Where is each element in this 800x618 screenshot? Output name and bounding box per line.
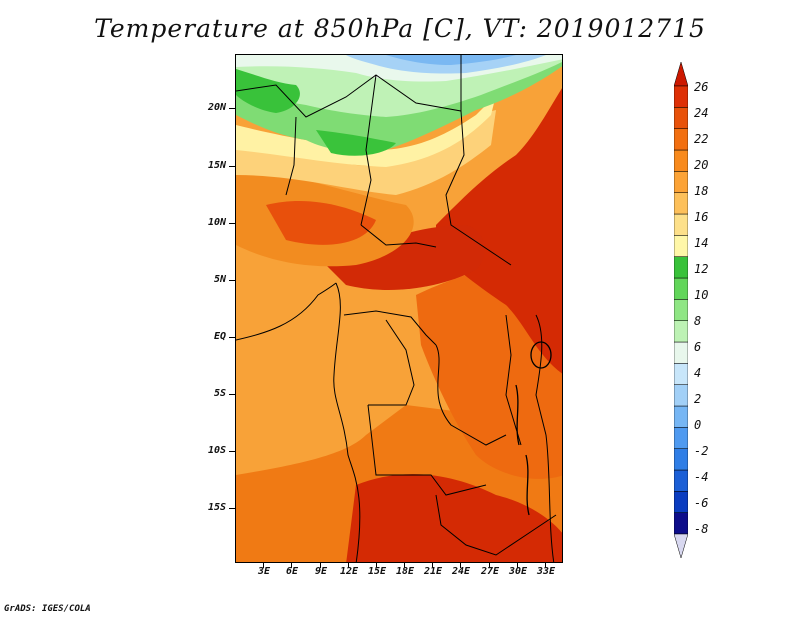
colorbar-cell: [674, 448, 688, 471]
colorbar-cell: [674, 149, 688, 172]
colorbar-cell: [674, 277, 688, 300]
lon-label-6e: 6E: [285, 566, 299, 577]
colorbar: [674, 62, 688, 558]
field-sahel-lightyellow: [236, 95, 496, 167]
lon-tick: [545, 563, 546, 568]
lat-tick: [229, 166, 235, 167]
colorbar-label-24: 24: [694, 106, 709, 120]
colorbar-label-20: 20: [694, 158, 709, 172]
colorbar-cell: [674, 192, 688, 215]
lon-tick: [376, 563, 377, 568]
colorbar-cell: [674, 256, 688, 279]
colorbar-label-m4: -4: [694, 470, 709, 484]
colorbar-cell: [674, 235, 688, 257]
colorbar-label-18: 18: [694, 184, 709, 198]
temperature-map: [235, 54, 563, 563]
field-west-red: [266, 200, 376, 245]
lakes: [515, 341, 552, 516]
lon-tick: [432, 563, 433, 568]
colorbar-label-m6: -6: [694, 496, 709, 510]
colorbar-cell: [674, 213, 688, 236]
colorbar-cap-bottom: [674, 533, 688, 558]
colorbar-cell: [674, 128, 688, 151]
colorbar-label-14: 14: [694, 236, 709, 250]
colorbar-label-22: 22: [694, 132, 709, 146]
lon-tick: [460, 563, 461, 568]
field-sahara-darkblue: [386, 55, 516, 65]
field-ne-red: [436, 88, 562, 374]
colorbar-cell: [674, 405, 688, 428]
lat-label-10s: 10S: [207, 445, 226, 456]
lat-label-20n: 20N: [207, 102, 226, 113]
colorbar-cell: [674, 320, 688, 343]
lon-label-30e: 30E: [508, 566, 528, 577]
field-central-red: [326, 225, 485, 290]
colorbar-label-2: 2: [694, 392, 702, 406]
lon-label-21e: 21E: [423, 566, 443, 577]
field-south-red: [346, 474, 562, 562]
lat-tick: [229, 451, 235, 452]
field-dark-green-west: [236, 69, 300, 113]
temperature-field: [236, 55, 562, 562]
colorbar-cell: [674, 469, 688, 492]
lon-tick: [320, 563, 321, 568]
lon-label-15e: 15E: [367, 566, 387, 577]
lat-label-15n: 15N: [207, 160, 226, 171]
lon-label-33e: 33E: [536, 566, 556, 577]
colorbar-cell: [674, 512, 688, 535]
colorbar-label-0: 0: [694, 418, 702, 432]
lat-label-5s: 5S: [213, 388, 226, 399]
colorbar-cell: [674, 341, 688, 364]
field-dark-green-south: [316, 130, 396, 156]
colorbar-label-10: 10: [694, 288, 709, 302]
country-borders: [236, 55, 557, 562]
lat-tick: [229, 508, 235, 509]
colorbar-label-m8: -8: [694, 522, 709, 536]
lon-tick: [404, 563, 405, 568]
lat-tick: [229, 223, 235, 224]
lat-tick: [229, 337, 235, 338]
colorbar-cell: [674, 107, 688, 129]
lon-label-18e: 18E: [395, 566, 415, 577]
lat-label-eq: EQ: [213, 331, 226, 342]
map-title: Temperature at 850hPa [C], VT: 201901271…: [94, 14, 706, 43]
lon-label-24e: 24E: [451, 566, 471, 577]
lat-label-5n: 5N: [213, 274, 226, 285]
lon-tick: [348, 563, 349, 568]
colorbar-label-6: 6: [694, 340, 702, 354]
credit-text: GrADS: IGES/COLA: [4, 604, 91, 614]
lon-label-9e: 9E: [314, 566, 328, 577]
colorbar-cell: [674, 491, 688, 513]
colorbar-cell: [674, 85, 688, 108]
colorbar-cell: [674, 363, 688, 385]
colorbar-label-8: 8: [694, 314, 702, 328]
colorbar-label-26: 26: [694, 80, 709, 94]
lat-label-10n: 10N: [207, 217, 226, 228]
colorbar-cap-top: [674, 62, 688, 87]
lon-tick: [489, 563, 490, 568]
lon-tick: [291, 563, 292, 568]
colorbar-cell: [674, 427, 688, 449]
lon-tick: [517, 563, 518, 568]
lat-tick: [229, 280, 235, 281]
colorbar-cell: [674, 384, 688, 407]
colorbar-cell: [674, 299, 688, 321]
colorbar-label-4: 4: [694, 366, 702, 380]
colorbar-label-m2: -2: [694, 444, 709, 458]
colorbar-cell: [674, 171, 688, 193]
field-sahel-yellow: [236, 110, 496, 195]
lon-label-3e: 3E: [257, 566, 271, 577]
lat-tick: [229, 108, 235, 109]
lat-label-15s: 15S: [207, 502, 226, 513]
lon-label-27e: 27E: [480, 566, 500, 577]
colorbar-label-16: 16: [694, 210, 709, 224]
lon-label-12e: 12E: [339, 566, 359, 577]
colorbar-label-12: 12: [694, 262, 709, 276]
colorbar-cells: [674, 62, 688, 558]
lat-tick: [229, 394, 235, 395]
lon-tick: [263, 563, 264, 568]
